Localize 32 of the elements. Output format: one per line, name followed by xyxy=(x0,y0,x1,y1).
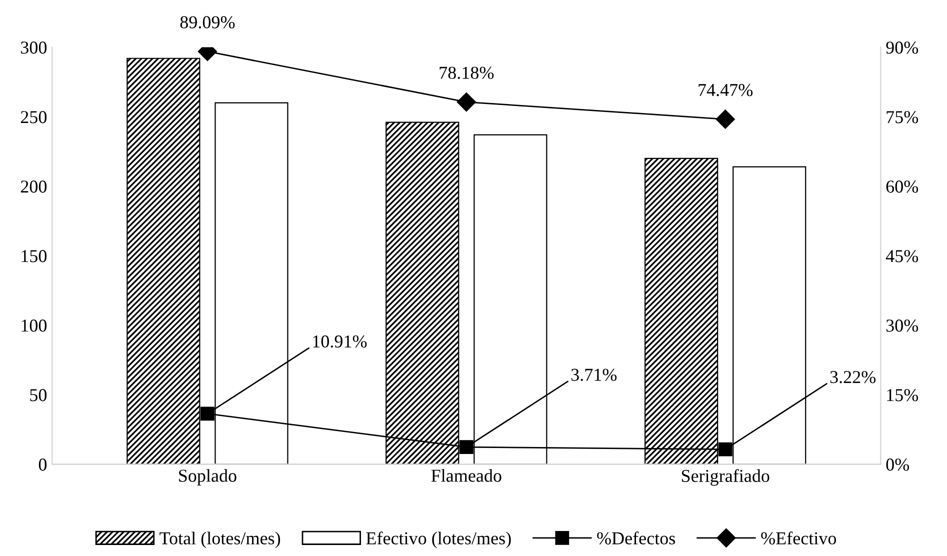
y-tick-label: 0 xyxy=(38,458,47,471)
y-tick-label: 300 xyxy=(21,42,47,54)
y2-tick-label: 90% xyxy=(886,42,918,54)
legend-label: Efectivo (lotes/mes) xyxy=(366,532,511,548)
x-tick-label: Flameado xyxy=(431,469,502,482)
y2-tick-label: 75% xyxy=(886,111,918,124)
data-label: 3.71% xyxy=(571,368,617,381)
y-tick-label: 100 xyxy=(22,320,47,332)
y2-tick-label: 45% xyxy=(886,250,918,262)
y2-tick-label: 15% xyxy=(887,389,918,402)
y2-tick-label: 0% xyxy=(886,458,910,471)
data-label: 89.09% xyxy=(180,16,235,28)
x-tick-label: Soplado xyxy=(179,469,236,486)
data-label: 3.22% xyxy=(830,370,876,384)
point xyxy=(718,442,732,456)
y-tick-label: 250 xyxy=(20,111,47,124)
data-label: 74.47% xyxy=(698,84,753,96)
y-tick-label: 50 xyxy=(30,389,47,402)
point xyxy=(200,406,214,421)
legend-label: %Efectivo xyxy=(761,532,836,544)
legend-label: %Defectos xyxy=(597,532,676,544)
y-tick-label: 150 xyxy=(22,250,47,262)
x-tick-label: Serigrafiado xyxy=(682,469,770,486)
point xyxy=(456,92,476,112)
y-tick-label: 200 xyxy=(20,180,47,193)
data-label: 78.18% xyxy=(440,66,494,79)
y2-tick-label: 60% xyxy=(886,180,918,193)
data-label: 10.91% xyxy=(313,335,367,348)
y2-tick-label: 30% xyxy=(886,320,918,332)
point xyxy=(459,440,474,454)
legend-label: Total (lotes/mes) xyxy=(160,532,280,548)
point xyxy=(716,110,735,129)
